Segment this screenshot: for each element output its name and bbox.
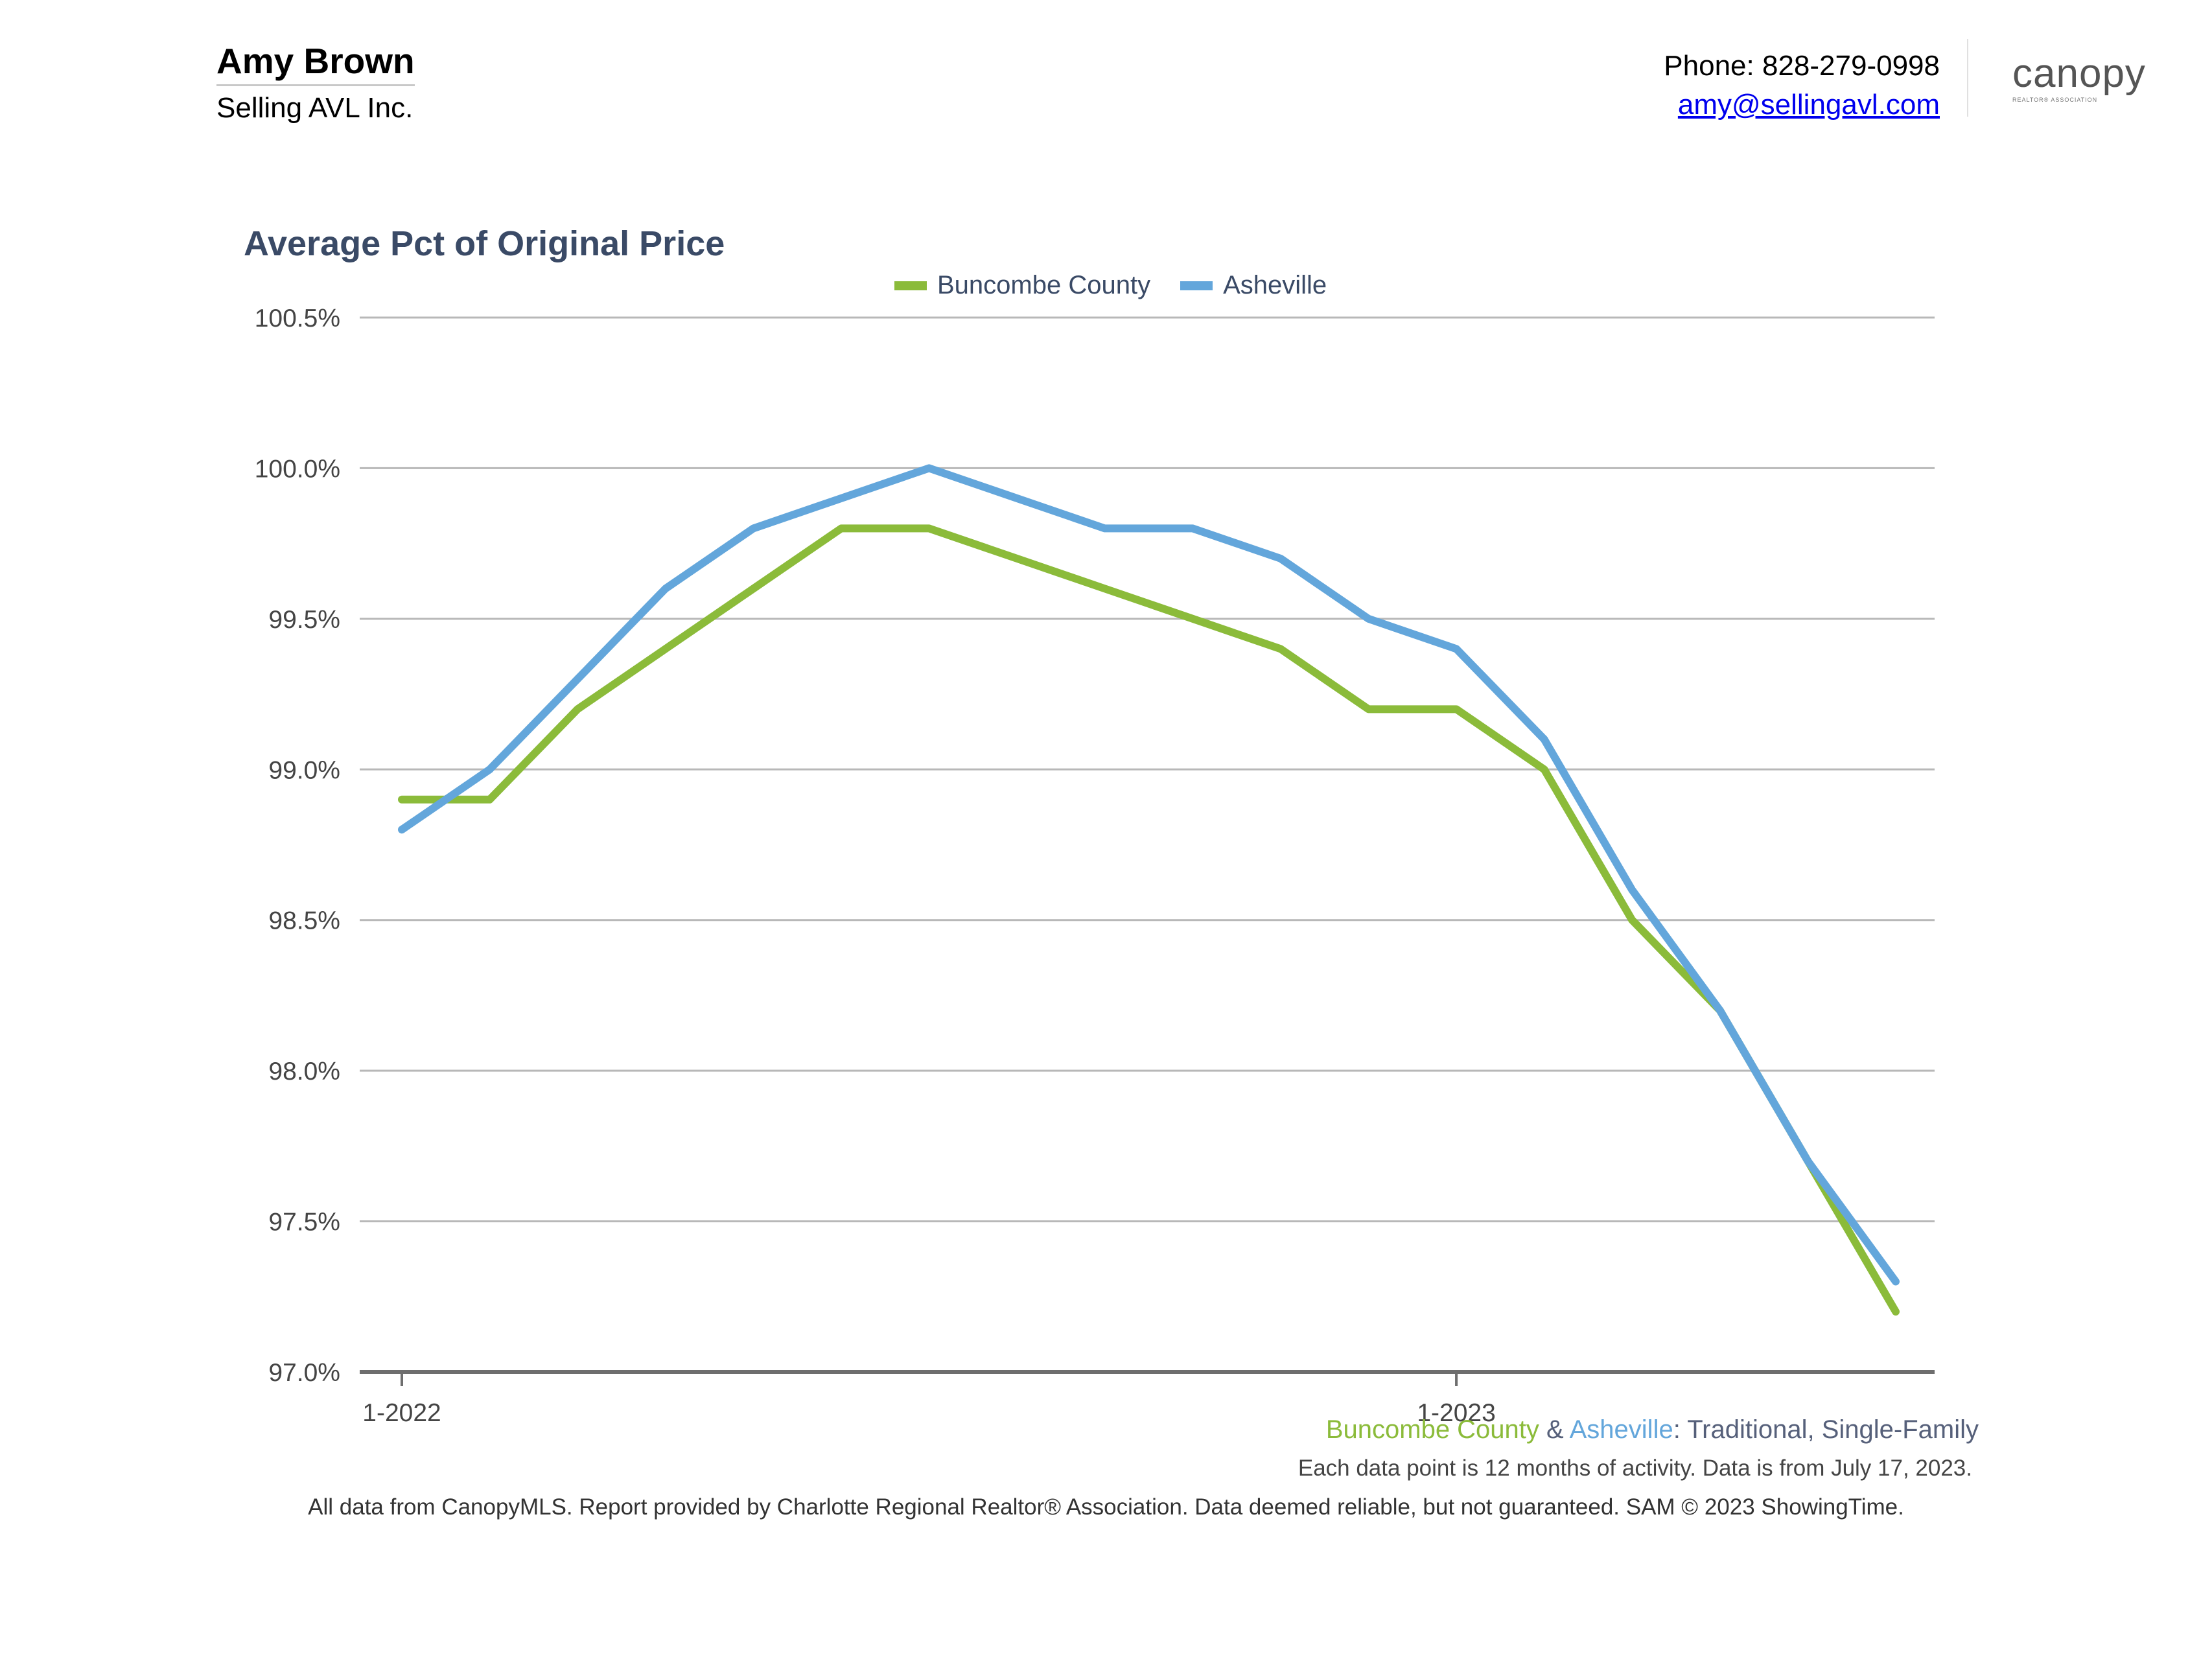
header-divider [1967, 39, 1968, 117]
y-tick-label: 97.5% [268, 1209, 340, 1236]
y-tick-label: 99.5% [268, 606, 340, 634]
legend-swatch-buncombe [894, 281, 927, 290]
email-link[interactable]: amy@sellingavl.com [1677, 89, 1940, 121]
phone-number: Phone: 828-279-0998 [1664, 50, 1940, 82]
logo-text: canopy [2012, 51, 2146, 96]
y-tick-label: 99.0% [268, 756, 340, 784]
y-tick-label: 97.0% [268, 1359, 340, 1387]
chart-subtitle: Buncombe County & Asheville: Traditional… [1326, 1415, 1979, 1444]
y-tick-label: 100.5% [255, 305, 340, 332]
legend-item-buncombe: Buncombe County [894, 271, 1150, 300]
x-tick-label: 1-2023 [1417, 1399, 1495, 1427]
y-tick-label: 98.0% [268, 1058, 340, 1085]
legend-label-asheville: Asheville [1223, 271, 1327, 299]
agent-name: Amy Brown [216, 40, 415, 86]
canopy-logo: canopy REALTOR® ASSOCIATION [2012, 51, 2155, 103]
legend-swatch-asheville [1180, 281, 1213, 290]
subtitle-series2: Asheville [1569, 1415, 1673, 1444]
series-line-asheville [398, 464, 1900, 1286]
series-line-buncombe-county [398, 524, 1900, 1316]
chart-title: Average Pct of Original Price [244, 224, 725, 263]
legend-item-asheville: Asheville [1180, 271, 1327, 300]
x-tick-label: 1-2022 [362, 1399, 441, 1427]
chart-legend: Buncombe County Asheville [894, 271, 1327, 300]
logo-subtext: REALTOR® ASSOCIATION [2012, 97, 2098, 103]
y-tick-label: 100.0% [255, 455, 340, 483]
contact-block: Phone: 828-279-0998 amy@sellingavl.com [1664, 47, 1940, 124]
footer-disclaimer: All data from CanopyMLS. Report provided… [308, 1494, 1904, 1520]
y-tick-label: 98.5% [268, 907, 340, 935]
agent-company: Selling AVL Inc. [216, 92, 413, 124]
legend-label-buncombe: Buncombe County [937, 271, 1151, 299]
subtitle-series1: Buncombe County [1325, 1415, 1539, 1444]
subtitle-rest: : Traditional, Single-Family [1673, 1415, 1979, 1444]
subtitle-amp: & [1539, 1415, 1570, 1444]
data-note: Each data point is 12 months of activity… [1298, 1456, 1972, 1481]
